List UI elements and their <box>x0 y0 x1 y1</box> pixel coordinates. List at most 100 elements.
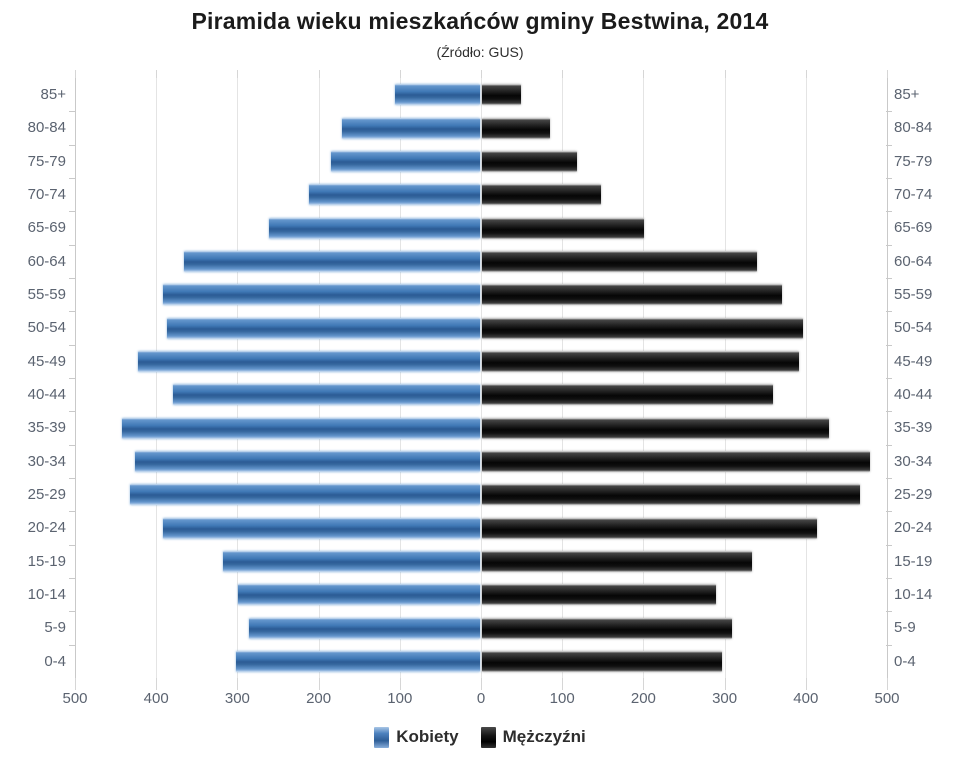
right-axis-tick <box>886 344 892 346</box>
age-label-left-0-4: 0-4 <box>44 652 66 670</box>
right-axis-tick <box>886 578 892 579</box>
age-label-right-65-69: 65-69 <box>894 219 933 237</box>
mezczyzni-bar-70-74 <box>482 184 601 206</box>
bottom-axis-tick <box>481 678 482 690</box>
kobiety-bar-60-64 <box>183 250 480 272</box>
age-label-right-45-49: 45-49 <box>894 352 933 370</box>
age-label-left-55-59: 55-59 <box>27 286 66 303</box>
mezczyzni-bar-45-49 <box>482 350 799 372</box>
age-label-right-20-24: 20-24 <box>894 519 933 537</box>
mezczyzni-bar-55-59 <box>482 284 783 306</box>
bottom-axis-tick <box>643 678 645 690</box>
top-axis-tick <box>75 70 76 78</box>
kobiety-bar-15-19 <box>223 550 480 572</box>
mezczyzni-bar-15-19 <box>482 550 753 572</box>
age-label-left-60-64: 60-64 <box>27 252 66 270</box>
page-title: Piramida wieku mieszkańców gminy Bestwin… <box>191 8 769 34</box>
mezczyzni-bar-85+ <box>482 84 521 106</box>
kobiety-bar-50-54 <box>166 317 480 339</box>
kobiety-bar-70-74 <box>309 184 480 206</box>
right-axis-tick <box>886 311 892 313</box>
gridline <box>724 78 726 678</box>
legend-kobiety-label: Kobiety <box>396 727 459 746</box>
kobiety-bar-40-44 <box>173 384 480 406</box>
kobiety-bar-30-34 <box>134 450 480 472</box>
kobiety-bar-80-84 <box>341 117 480 139</box>
mezczyzni-bar-0-4 <box>482 650 722 672</box>
bottom-axis-tick <box>805 678 807 690</box>
chart-legend: Kobiety Mężczyźni <box>0 722 960 752</box>
left-axis-tick <box>69 611 75 613</box>
kobiety-bar-45-49 <box>138 350 480 372</box>
left-axis-tick <box>69 344 75 346</box>
age-label-left-65-69: 65-69 <box>27 219 66 237</box>
age-label-left-40-44: 40-44 <box>27 386 66 403</box>
mezczyzni-bar-80-84 <box>482 117 551 139</box>
x-tick-label-100-6: 100 <box>549 690 575 707</box>
kobiety-bar-75-79 <box>331 150 480 172</box>
left-axis-tick <box>69 178 75 179</box>
age-label-right-60-64: 60-64 <box>894 252 933 270</box>
x-tick-label-300-8: 300 <box>712 690 738 707</box>
top-axis-tick <box>643 70 645 78</box>
left-axis-tick <box>69 644 75 646</box>
kobiety-swatch-icon <box>374 726 390 748</box>
kobiety-bar-65-69 <box>268 217 480 239</box>
right-axis-tick <box>886 178 892 179</box>
left-axis-tick <box>69 478 75 479</box>
axis-boundary-line <box>75 78 76 678</box>
age-label-left-45-49: 45-49 <box>27 352 66 370</box>
x-tick-label-500-0: 500 <box>62 690 88 707</box>
gridline <box>399 78 401 678</box>
top-axis-tick <box>318 70 320 78</box>
top-axis-tick <box>887 70 888 78</box>
mezczyzni-bar-60-64 <box>482 250 758 272</box>
age-label-left-15-19: 15-19 <box>27 552 66 570</box>
right-axis-tick <box>886 244 892 246</box>
top-axis-tick <box>562 70 564 78</box>
right-axis-tick <box>886 411 892 413</box>
age-label-right-0-4: 0-4 <box>894 652 916 670</box>
kobiety-bar-85+ <box>394 84 480 106</box>
right-axis-tick <box>886 278 892 279</box>
age-label-right-30-34: 30-34 <box>894 452 933 470</box>
age-label-left-10-14: 10-14 <box>27 586 66 603</box>
bottom-axis-tick <box>156 678 158 690</box>
page-subtitle: (Źródło: GUS) <box>436 44 524 60</box>
bottom-axis-tick <box>75 678 76 690</box>
kobiety-bar-25-29 <box>130 484 480 506</box>
age-label-left-75-79: 75-79 <box>27 152 66 170</box>
kobiety-bar-55-59 <box>163 284 480 306</box>
top-axis-tick <box>156 70 158 78</box>
mezczyzni-bar-35-39 <box>482 417 829 439</box>
age-label-left-85+: 85+ <box>40 86 66 103</box>
mezczyzni-bar-20-24 <box>482 517 818 539</box>
age-label-right-10-14: 10-14 <box>894 586 933 603</box>
bottom-axis-tick <box>399 678 401 690</box>
age-label-right-85+: 85+ <box>894 86 920 103</box>
age-label-left-80-84: 80-84 <box>27 119 66 137</box>
right-axis-tick <box>886 378 892 379</box>
left-axis-tick <box>69 111 75 113</box>
mezczyzni-bar-50-54 <box>482 317 803 339</box>
x-tick-label-200-3: 200 <box>306 690 332 707</box>
age-label-left-35-39: 35-39 <box>27 419 66 437</box>
kobiety-bar-5-9 <box>249 617 480 639</box>
x-tick-label-300-2: 300 <box>224 690 250 707</box>
bottom-axis-tick <box>562 678 564 690</box>
age-label-left-70-74: 70-74 <box>27 186 66 203</box>
legend-item-kobiety: Kobiety <box>374 726 459 748</box>
age-label-right-40-44: 40-44 <box>894 386 933 403</box>
age-label-right-5-9: 5-9 <box>894 619 916 637</box>
x-tick-label-0-5: 0 <box>476 690 486 707</box>
mezczyzni-bar-25-29 <box>482 484 860 506</box>
gridline <box>318 78 320 678</box>
bottom-axis-tick <box>318 678 320 690</box>
x-tick-label-500-10: 500 <box>874 690 900 707</box>
kobiety-bar-0-4 <box>236 650 480 672</box>
left-axis-tick <box>69 511 75 513</box>
top-axis-tick <box>481 70 482 78</box>
age-label-left-5-9: 5-9 <box>44 619 66 637</box>
age-label-left-30-34: 30-34 <box>27 452 66 470</box>
x-tick-label-100-4: 100 <box>387 690 413 707</box>
